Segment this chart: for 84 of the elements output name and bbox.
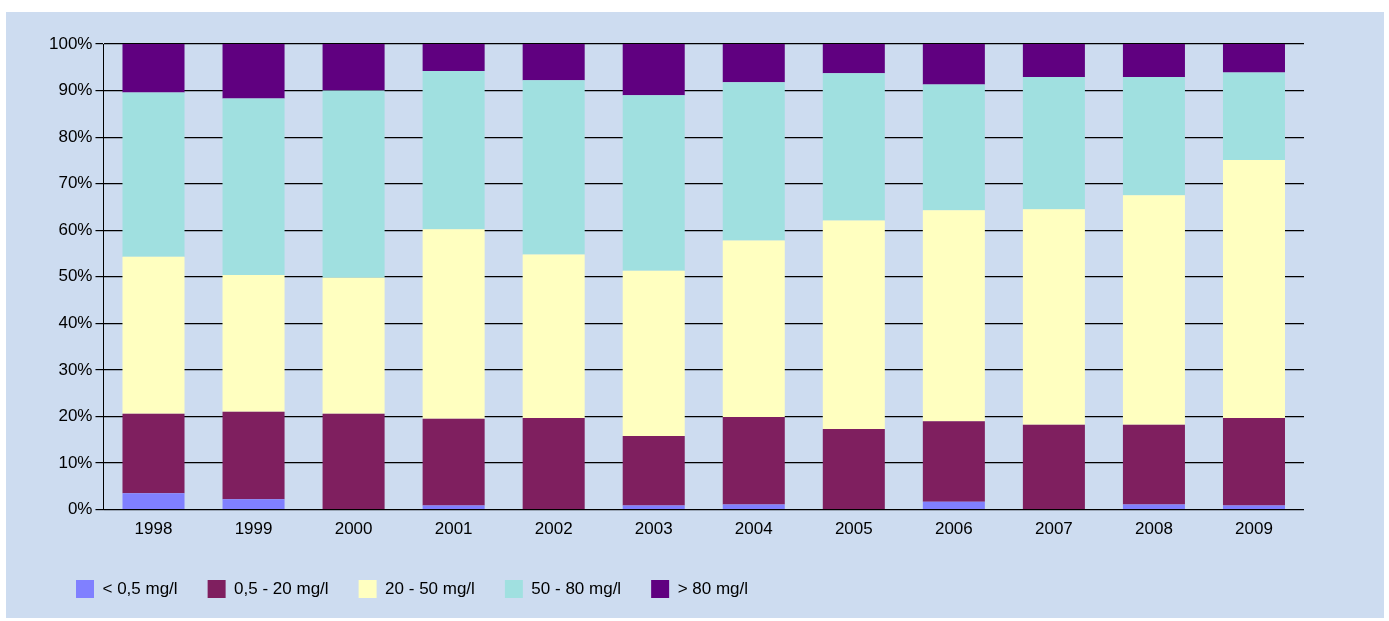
- bar: [322, 413, 385, 509]
- bar: [622, 436, 685, 506]
- legend-label: 20 - 50 mg/l: [385, 578, 475, 598]
- x-tick-label: 2003: [634, 519, 673, 539]
- legend-label: > 80 mg/l: [677, 578, 749, 598]
- bar: [122, 92, 185, 257]
- y-tick-label: 80%: [58, 126, 93, 146]
- bar: [922, 501, 985, 509]
- bar: [522, 254, 585, 418]
- bar: [222, 98, 285, 275]
- bar: [1022, 209, 1085, 425]
- bar: [422, 505, 485, 509]
- bar: [622, 270, 685, 437]
- bar: [1022, 77, 1085, 210]
- x-tick-label: 2004: [734, 519, 773, 539]
- bar: [622, 44, 685, 96]
- bar: [822, 220, 885, 430]
- bar: [1222, 72, 1285, 160]
- bar: [1122, 77, 1185, 196]
- x-tick-label: 2000: [334, 519, 373, 539]
- bar: [322, 277, 385, 414]
- y-tick-label: 90%: [58, 80, 93, 100]
- bar: [722, 240, 785, 417]
- bar: [222, 499, 285, 509]
- bar: [522, 80, 585, 255]
- bar: [722, 416, 785, 505]
- bar: [222, 274, 285, 412]
- bar: [422, 418, 485, 506]
- y-tick-label: 30%: [58, 359, 93, 379]
- bar: [822, 44, 885, 74]
- y-tick-label: 50%: [58, 266, 93, 286]
- bar: [1122, 424, 1185, 505]
- bar: [722, 82, 785, 241]
- legend-label: < 0,5 mg/l: [102, 578, 178, 598]
- bar: [922, 84, 985, 211]
- bar: [922, 210, 985, 422]
- bar: [122, 493, 185, 509]
- bar: [822, 73, 885, 221]
- y-tick-label: 100%: [49, 33, 93, 53]
- bar: [122, 256, 185, 414]
- x-tick-label: 1999: [234, 519, 273, 539]
- x-tick-label: 2002: [534, 519, 573, 539]
- bar: [1022, 44, 1085, 78]
- y-tick-label: 0%: [67, 499, 93, 519]
- bar: [1122, 195, 1185, 425]
- x-tick-label: 2005: [834, 519, 873, 539]
- bar: [122, 44, 185, 93]
- bar: [1122, 44, 1185, 78]
- bar: [622, 505, 685, 509]
- bar: [1222, 159, 1285, 418]
- bar: [422, 71, 485, 230]
- x-tick-label: 2008: [1135, 519, 1173, 539]
- bar: [1222, 417, 1285, 506]
- bar: [922, 44, 985, 85]
- x-tick-label: 2009: [1235, 519, 1273, 539]
- bar: [522, 417, 585, 509]
- bar: [1222, 44, 1285, 73]
- bar: [922, 421, 985, 502]
- bar: [122, 413, 185, 494]
- bar: [1222, 505, 1285, 509]
- bar: [322, 90, 385, 278]
- legend-label: 0,5 - 20 mg/l: [234, 578, 329, 598]
- y-tick-label: 40%: [58, 313, 93, 333]
- bar: [522, 44, 585, 81]
- bar: [622, 95, 685, 271]
- y-tick-label: 10%: [58, 452, 93, 472]
- bar: [722, 44, 785, 83]
- bar: [722, 504, 785, 509]
- legend-label: 50 - 80 mg/l: [531, 578, 622, 598]
- bar: [322, 44, 385, 91]
- bar: [422, 229, 485, 419]
- y-tick-label: 20%: [58, 406, 93, 426]
- bar: [222, 411, 285, 500]
- x-tick-label: 2001: [434, 519, 473, 539]
- x-tick-label: 1998: [134, 519, 173, 539]
- bar: [1122, 504, 1185, 509]
- y-tick-label: 70%: [58, 173, 93, 193]
- bar: [1022, 424, 1085, 509]
- bar: [422, 44, 485, 72]
- bar: [222, 44, 285, 99]
- y-tick-label: 60%: [58, 219, 93, 239]
- bar: [822, 429, 885, 509]
- x-tick-label: 2007: [1034, 519, 1073, 539]
- x-tick-label: 2006: [934, 519, 973, 539]
